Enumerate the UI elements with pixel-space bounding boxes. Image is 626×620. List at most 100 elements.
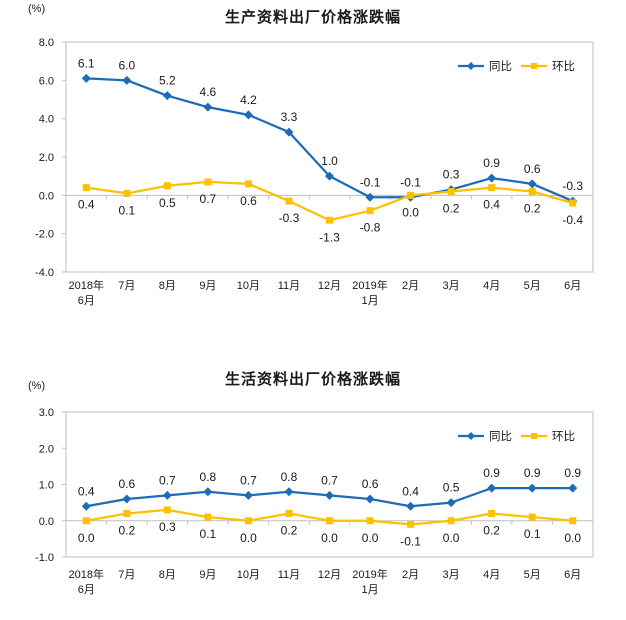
series-marker-同比: [284, 127, 294, 137]
series-marker-同比: [568, 483, 578, 493]
x-axis-label: 4月: [483, 280, 500, 292]
series-marker-环比: [163, 506, 171, 514]
data-label: 0.5: [443, 481, 460, 495]
x-axis-label: 10月: [237, 280, 260, 292]
x-axis-label: 2月: [402, 569, 419, 581]
series-marker-环比: [569, 199, 577, 207]
legend-label: 环比: [552, 430, 575, 443]
series-marker-同比: [243, 490, 253, 500]
y-axis-label: 8.0: [39, 37, 54, 49]
consumer-goods-plot: 3.0 2.0 1.0 0.0 -1.0 2018年 6月 7月 8月 9月 10月 11月 12月 20…: [35, 407, 594, 596]
series-marker-同比: [325, 490, 334, 500]
x-axis-label: 2018年: [69, 278, 104, 292]
x-axis-label: 11月: [278, 569, 300, 581]
data-label: 0.2: [118, 524, 135, 538]
data-label: 5.2: [159, 74, 176, 88]
y-axis-label: -2.0: [35, 229, 54, 241]
data-label: 0.0: [240, 531, 257, 545]
data-label: 0.2: [524, 202, 541, 216]
legend-label: 同比: [489, 60, 512, 73]
x-axis-label: 5月: [524, 569, 541, 581]
data-label: 0.0: [362, 531, 379, 545]
data-label: -0.4: [562, 213, 583, 227]
series-line-同比: [85, 77, 574, 203]
data-label: 0.0: [78, 531, 95, 545]
series-marker-同比: [203, 102, 213, 112]
data-label: 0.8: [200, 470, 217, 484]
x-axis-label: 6月: [564, 569, 581, 581]
unit-label: (%): [28, 380, 46, 392]
legend-marker-同比: [467, 62, 475, 70]
data-label: 0.2: [281, 524, 298, 538]
data-label: 6.1: [78, 56, 95, 70]
data-label: 0.1: [118, 203, 135, 217]
series-marker-环比: [244, 517, 252, 525]
data-label: 0.4: [402, 484, 419, 498]
series-marker-同比: [446, 498, 456, 508]
x-axis-label: 1月: [361, 584, 378, 596]
series-marker-环比: [326, 216, 333, 224]
data-label: -0.1: [360, 175, 381, 189]
data-label: 0.6: [362, 477, 379, 491]
series-marker-同比: [406, 501, 416, 511]
series-marker-环比: [407, 191, 415, 199]
y-axis-label: 1.0: [39, 480, 54, 492]
data-label: 4.2: [240, 93, 257, 107]
series-marker-环比: [285, 510, 293, 517]
series-marker-同比: [527, 483, 537, 493]
series-marker-同比: [122, 75, 132, 85]
data-label: 0.6: [240, 194, 257, 208]
x-axis-label: 1月: [361, 295, 378, 307]
series-marker-环比: [528, 513, 536, 521]
y-axis-label: 4.0: [39, 114, 54, 126]
series-marker-同比: [527, 179, 537, 189]
x-axis-label: 8月: [159, 569, 176, 581]
x-axis-label: 2019年: [352, 278, 387, 292]
data-label: 0.7: [159, 473, 176, 487]
legend-marker-环比: [531, 433, 537, 439]
series-marker-环比: [488, 510, 496, 517]
x-axis-label: 7月: [118, 569, 135, 581]
data-label: 0.0: [321, 531, 338, 545]
data-label: 0.4: [78, 198, 95, 212]
consumer-goods-chart: 生活资料出厂价格涨跌幅 (%) 3.0 2.0 1.0 0.0 -1.0 2018年 6月 7…: [0, 310, 626, 620]
x-axis-label: 2月: [402, 280, 419, 292]
series-marker-同比: [162, 91, 172, 101]
data-label: 0.6: [524, 162, 541, 176]
data-label: 3.3: [281, 110, 298, 124]
data-label: 0.9: [524, 466, 541, 480]
data-label: 0.7: [240, 473, 257, 487]
series-marker-同比: [81, 73, 91, 83]
data-label: 0.1: [524, 527, 541, 541]
data-label: 0.6: [118, 477, 135, 491]
x-axis-label: 8月: [159, 280, 176, 292]
data-label: -0.1: [400, 175, 421, 189]
series-marker-同比: [162, 490, 172, 500]
data-label: 0.8: [281, 470, 298, 484]
data-label: 0.0: [443, 531, 460, 545]
series-marker-环比: [123, 189, 131, 197]
series-marker-同比: [325, 171, 334, 181]
data-label: 0.4: [483, 198, 500, 212]
data-label: -1.3: [319, 230, 340, 244]
data-label: -0.1: [400, 534, 421, 548]
y-axis-label: -1.0: [35, 552, 54, 564]
series-marker-环比: [82, 184, 90, 192]
legend-marker-环比: [531, 63, 537, 69]
x-axis-label: 6月: [78, 584, 95, 596]
data-label: 0.2: [443, 202, 460, 216]
x-axis-label: 11月: [278, 280, 300, 292]
series-marker-环比: [82, 517, 90, 525]
y-axis-label: 3.0: [39, 407, 54, 419]
data-label: 0.0: [402, 205, 419, 219]
data-label: 0.7: [200, 192, 217, 206]
series-marker-环比: [488, 184, 496, 192]
data-label: 4.6: [200, 85, 217, 99]
y-axis-label: 2.0: [39, 152, 54, 164]
legend-marker-同比: [467, 432, 475, 440]
series-marker-同比: [203, 487, 213, 497]
x-axis-label: 9月: [199, 569, 216, 581]
data-label: -0.3: [562, 179, 583, 193]
legend-label: 同比: [489, 430, 512, 443]
